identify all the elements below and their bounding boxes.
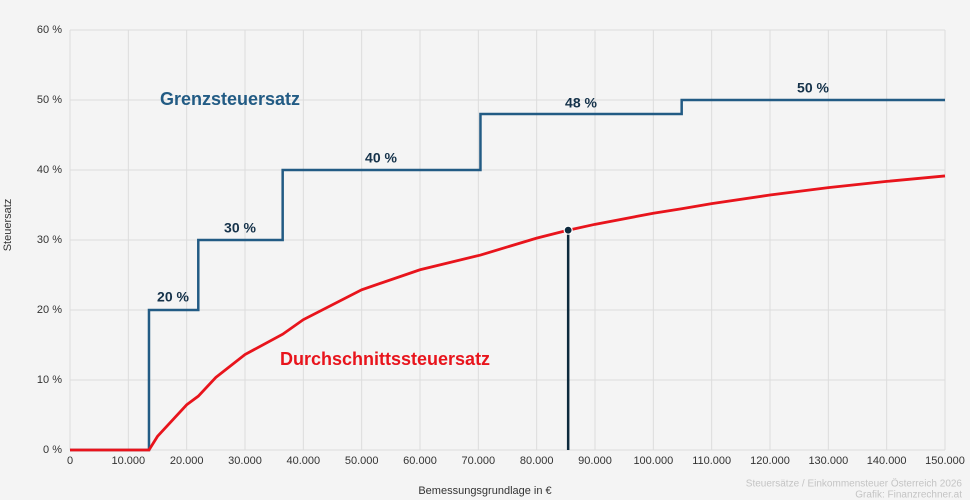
- x-tick-label: 150.000: [925, 455, 965, 467]
- x-axis-title: Bemessungsgrundlage in €: [418, 485, 551, 497]
- footer: Steuersätze / Einkommensteuer Österreich…: [746, 478, 963, 490]
- series-label: Grenzsteuersatz: [160, 89, 300, 109]
- x-tick-label: 130.000: [808, 455, 848, 467]
- step-label: 30 %: [224, 220, 256, 236]
- footer: Grafik: Finanzrechner.at: [855, 490, 962, 500]
- step-label: 50 %: [797, 80, 829, 96]
- step-label: 40 %: [365, 150, 397, 166]
- marker-point: [563, 225, 573, 235]
- y-tick-label: 40 %: [37, 164, 62, 176]
- x-tick-label: 120.000: [750, 455, 790, 467]
- x-tick-label: 100.000: [633, 455, 673, 467]
- x-tick-label: 70.000: [462, 455, 496, 467]
- series-line: [70, 98, 945, 452]
- x-tick-label: 40.000: [287, 455, 321, 467]
- x-tick-label: 110.000: [692, 455, 731, 467]
- x-tick-label: 50.000: [345, 455, 379, 467]
- x-tick-label: 140.000: [867, 455, 907, 467]
- y-tick-label: 10 %: [37, 374, 62, 386]
- y-tick-label: 30 %: [37, 234, 62, 246]
- x-tick-label: 20.000: [170, 455, 204, 467]
- x-tick-label: 0: [67, 455, 73, 467]
- y-tick-label: 50 %: [37, 94, 62, 106]
- step-label: 48 %: [565, 95, 597, 111]
- series-label: Durchschnittssteuersatz: [280, 349, 490, 369]
- x-tick-label: 30.000: [228, 455, 262, 467]
- x-tick-label: 80.000: [520, 455, 554, 467]
- x-tick-label: 10.000: [112, 455, 146, 467]
- y-tick-label: 20 %: [37, 304, 62, 316]
- y-tick-label: 60 %: [37, 24, 62, 36]
- x-tick-label: 60.000: [403, 455, 437, 467]
- y-tick-label: 0 %: [43, 444, 62, 456]
- y-axis-title: Steuersatz: [2, 199, 14, 252]
- series-line: [70, 174, 946, 452]
- step-label: 20 %: [157, 289, 189, 305]
- x-tick-label: 90.000: [578, 455, 612, 467]
